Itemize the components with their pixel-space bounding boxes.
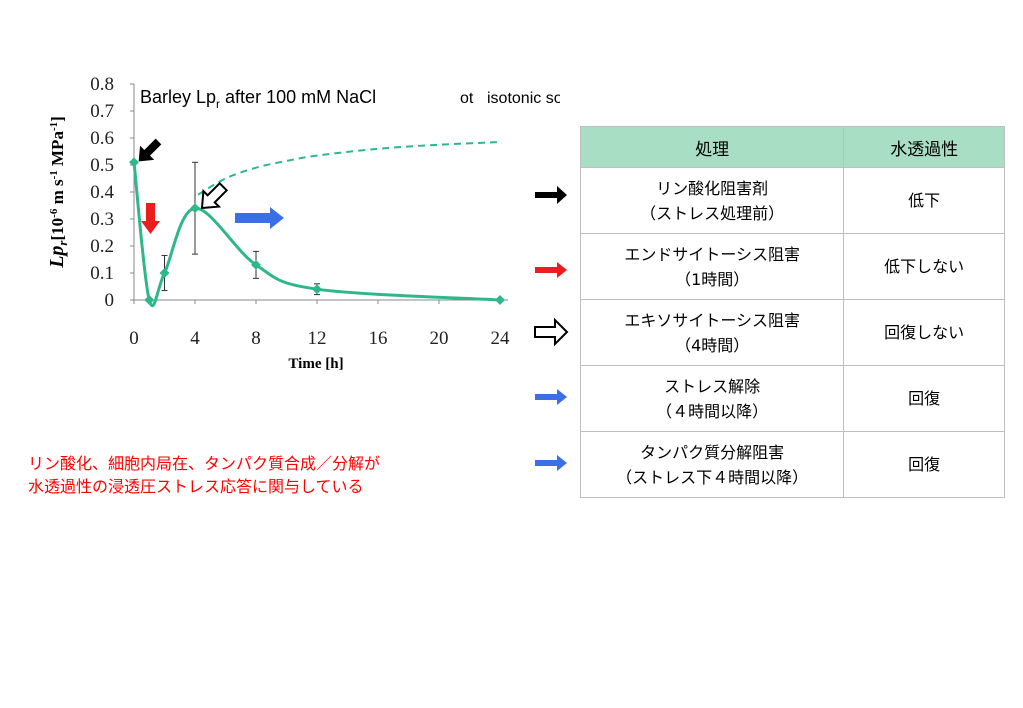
table-row: リン酸化阻害剤 （ストレス処理前） 低下 xyxy=(579,167,1005,234)
chart-subtitle: isotonic sorbitol/manitol xyxy=(487,90,560,107)
y-tick-label: 0.5 xyxy=(90,155,114,176)
treatment-cell: ストレス解除 （４時間以降） xyxy=(579,365,845,432)
x-tick-label: 12 xyxy=(308,328,327,349)
data-point xyxy=(129,157,139,168)
data-points xyxy=(129,157,505,305)
effect-cell: 回復 xyxy=(843,365,1005,432)
arrow-row-1-black xyxy=(535,186,567,204)
x-tick-label: 8 xyxy=(251,328,261,349)
data-point xyxy=(159,268,170,278)
row-arrows xyxy=(534,186,569,471)
y-tick-label: 0 xyxy=(105,290,115,311)
treatment-cell: タンパク質分解阻害 （ストレス下４時間以降） xyxy=(579,431,845,498)
chart-axes xyxy=(130,83,508,304)
table-header-row: 処理 水透過性 xyxy=(579,126,1005,168)
arrow-row-2-red xyxy=(535,262,567,278)
data-point xyxy=(144,295,155,305)
y-tick-label: 0.8 xyxy=(90,74,114,95)
treatment-cell: エキソサイトーシス阻害 （4時間） xyxy=(579,299,845,366)
x-tick-label: 20 xyxy=(430,328,449,349)
table-row: タンパク質分解阻害 （ストレス下４時間以降） 回復 xyxy=(579,431,1005,498)
chart-title: Barley Lpr after 100 mM NaCl xyxy=(140,87,376,111)
chart-subtitle-prefix: ot xyxy=(460,90,474,107)
data-point xyxy=(312,284,322,295)
y-tick-label: 0.1 xyxy=(90,263,114,284)
x-tick-labels: 0 4 8 12 16 20 24 xyxy=(129,328,510,349)
recovery-projection-line xyxy=(197,141,501,196)
y-axis-label: Lpr[10-6 m s-1 MPa-1] xyxy=(46,116,70,269)
y-tick-label: 0.7 xyxy=(90,101,114,122)
x-tick-label: 24 xyxy=(491,328,511,349)
x-tick-label: 4 xyxy=(190,328,200,349)
header-water-permeability: 水透過性 xyxy=(843,126,1005,168)
y-tick-label: 0.6 xyxy=(90,128,114,149)
table-row: エンドサイトーシス阻害 （1時間） 低下しない xyxy=(579,233,1005,300)
table-row: エキソサイトーシス阻害 （4時間） 回復しない xyxy=(579,299,1005,366)
black-arrow-annotation xyxy=(138,138,162,162)
effect-cell: 低下 xyxy=(843,167,1005,234)
x-axis-label: Time [h] xyxy=(288,356,343,372)
x-tick-label: 0 xyxy=(129,328,139,349)
red-arrow-annotation xyxy=(141,203,160,234)
conclusion-note: リン酸化、細胞内局在、タンパク質合成／分解が 水透過性の浸透圧ストレス応答に関与し… xyxy=(28,454,381,496)
lp-chart: 0 0.1 0.2 0.3 0.4 0.5 0.6 0.7 0.8 0 4 8 12 16 20 24 Ba… xyxy=(46,74,560,372)
treatment-table: 処理 水透過性 リン酸化阻害剤 （ストレス処理前） 低下 エンドサイトーシス阻害（… xyxy=(579,126,1005,498)
y-tick-label: 0.4 xyxy=(90,182,114,203)
effect-cell: 回復しない xyxy=(843,299,1005,366)
table-row: ストレス解除 （４時間以降） 回復 xyxy=(579,365,1005,432)
effect-cell: 回復 xyxy=(843,431,1005,498)
treatment-cell: エンドサイトーシス阻害 （1時間） xyxy=(579,233,845,300)
treatment-cell: リン酸化阻害剤 （ストレス処理前） xyxy=(579,167,845,234)
arrow-row-4-blue xyxy=(535,389,567,405)
outline-arrow-annotation xyxy=(200,181,229,210)
y-tick-label: 0.3 xyxy=(90,209,114,230)
data-point xyxy=(190,203,200,214)
data-point xyxy=(495,295,505,305)
data-point xyxy=(251,259,261,270)
header-treatment: 処理 xyxy=(579,126,845,168)
y-tick-label: 0.2 xyxy=(90,236,114,257)
blue-arrow-annotation xyxy=(235,207,284,229)
error-bars xyxy=(161,161,320,296)
arrow-row-3-outline xyxy=(534,317,569,347)
effect-cell: 低下しない xyxy=(843,233,1005,300)
y-tick-labels: 0 0.1 0.2 0.3 0.4 0.5 0.6 0.7 0.8 xyxy=(90,74,114,311)
arrow-row-5-blue xyxy=(535,455,567,471)
x-tick-label: 16 xyxy=(369,328,388,349)
